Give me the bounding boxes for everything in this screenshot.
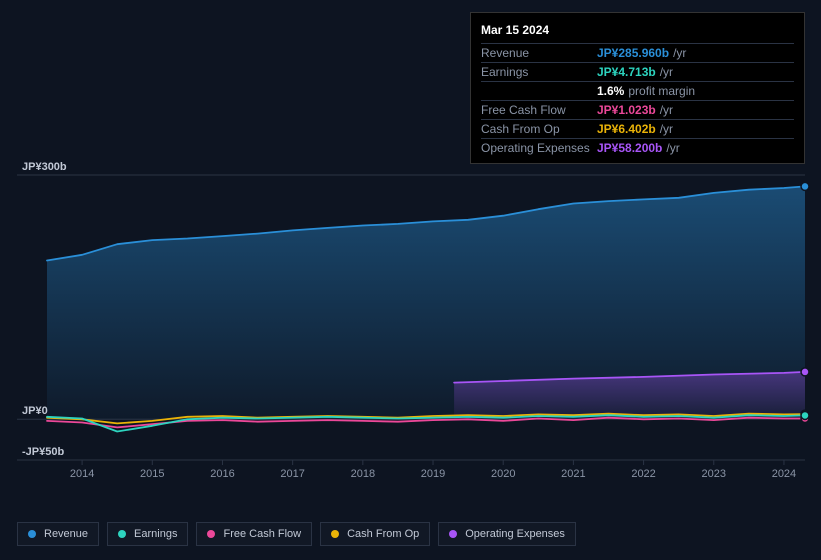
x-axis-label: 2018 [351, 468, 375, 480]
tooltip-suffix: /yr [660, 65, 673, 79]
tooltip-label: Operating Expenses [481, 141, 597, 155]
legend-item[interactable]: Earnings [107, 522, 188, 546]
x-axis-label: 2024 [772, 468, 796, 480]
x-axis-label: 2022 [631, 468, 655, 480]
data-tooltip: Mar 15 2024 RevenueJP¥285.960b/yrEarning… [470, 12, 805, 164]
tooltip-suffix: profit margin [628, 84, 695, 98]
tooltip-row: 1.6% profit margin [481, 82, 794, 101]
tooltip-value: JP¥6.402b [597, 122, 656, 136]
legend-item[interactable]: Revenue [17, 522, 99, 546]
tooltip-suffix: /yr [673, 46, 686, 60]
legend-dot [331, 530, 339, 538]
x-axis-label: 2021 [561, 468, 585, 480]
series-endpoint [801, 411, 809, 419]
legend-item[interactable]: Cash From Op [320, 522, 430, 546]
tooltip-label: Free Cash Flow [481, 103, 597, 117]
legend-dot [207, 530, 215, 538]
x-axis-label: 2019 [421, 468, 445, 480]
financials-chart: JP¥300b JP¥0 -JP¥50b 2014 2015 2016 2017 2018 20… [17, 155, 805, 480]
legend-label: Earnings [134, 528, 177, 540]
x-axis-label: 2017 [280, 468, 304, 480]
x-axis-label: 2015 [140, 468, 164, 480]
tooltip-value: JP¥1.023b [597, 103, 656, 117]
tooltip-row: Free Cash FlowJP¥1.023b/yr [481, 101, 794, 120]
tooltip-value: JP¥58.200b [597, 141, 662, 155]
y-axis-label: JP¥300b [22, 161, 67, 173]
chart-legend: Revenue Earnings Free Cash Flow Cash From O… [17, 522, 576, 546]
tooltip-row: Cash From OpJP¥6.402b/yr [481, 120, 794, 139]
tooltip-row: EarningsJP¥4.713b/yr [481, 63, 794, 82]
tooltip-row: Operating ExpensesJP¥58.200b/yr [481, 139, 794, 157]
legend-dot [449, 530, 457, 538]
legend-label: Revenue [44, 528, 88, 540]
tooltip-value: JP¥4.713b [597, 65, 656, 79]
tooltip-value: JP¥285.960b [597, 46, 669, 60]
y-axis-label: -JP¥50b [22, 446, 64, 458]
tooltip-label [481, 84, 597, 98]
tooltip-suffix: /yr [666, 141, 679, 155]
tooltip-value: 1.6% [597, 84, 624, 98]
tooltip-label: Cash From Op [481, 122, 597, 136]
legend-label: Cash From Op [347, 528, 419, 540]
legend-dot [118, 530, 126, 538]
series-endpoint [801, 182, 809, 190]
x-axis-label: 2014 [70, 468, 94, 480]
series-endpoint [801, 368, 809, 376]
tooltip-label: Revenue [481, 46, 597, 60]
legend-item[interactable]: Free Cash Flow [196, 522, 312, 546]
tooltip-label: Earnings [481, 65, 597, 79]
legend-dot [28, 530, 36, 538]
y-axis-label: JP¥0 [22, 405, 48, 417]
legend-label: Free Cash Flow [223, 528, 301, 540]
legend-label: Operating Expenses [465, 528, 565, 540]
tooltip-date: Mar 15 2024 [481, 19, 794, 44]
x-axis-label: 2016 [210, 468, 234, 480]
x-axis-label: 2020 [491, 468, 515, 480]
tooltip-suffix: /yr [660, 122, 673, 136]
legend-item[interactable]: Operating Expenses [438, 522, 576, 546]
x-axis-label: 2023 [702, 468, 726, 480]
tooltip-row: RevenueJP¥285.960b/yr [481, 44, 794, 63]
tooltip-suffix: /yr [660, 103, 673, 117]
